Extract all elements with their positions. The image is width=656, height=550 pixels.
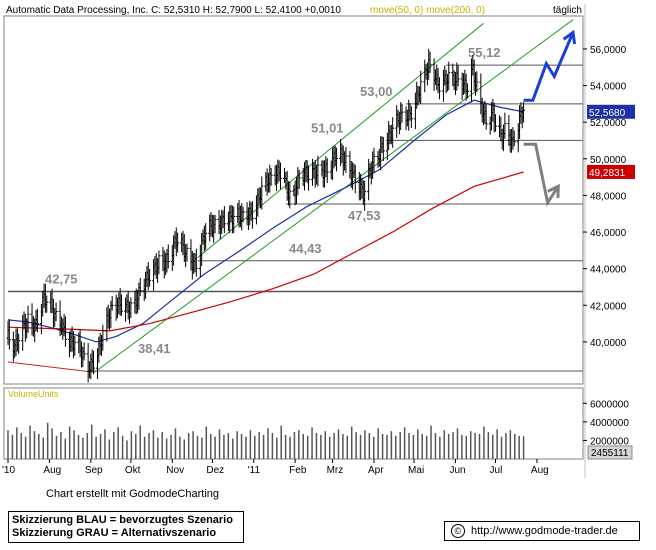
price-tick-label: 50,0000 bbox=[590, 155, 627, 166]
interval-label: täglich bbox=[553, 5, 582, 16]
volume-panel bbox=[3, 387, 584, 460]
time-tick-label: Jul bbox=[490, 465, 503, 476]
volume-last-text: 2455111 bbox=[591, 448, 629, 459]
volume-tick-label: 2000000 bbox=[590, 436, 629, 447]
price-tick-label: 52,0000 bbox=[590, 118, 627, 129]
legend-grey-line: Skizzierung GRAU = Alternativszenario bbox=[12, 527, 217, 539]
price-panel bbox=[3, 15, 584, 385]
scenario-path bbox=[523, 142, 560, 207]
time-tick-label: '11 bbox=[248, 465, 261, 476]
chart-title-quote: Automatic Data Processing, Inc. C: 52,53… bbox=[6, 5, 341, 16]
time-tick-label: Sep bbox=[85, 465, 103, 476]
price-tick-label: 48,0000 bbox=[590, 191, 627, 202]
time-tick-label: Okt bbox=[125, 465, 141, 476]
price-label-text: 49,2831 bbox=[589, 168, 626, 179]
trend-channel-lower bbox=[93, 19, 574, 374]
ma-legend-label: move(50, 0) move(200, 0) bbox=[370, 5, 485, 16]
level-label: 51,01 bbox=[311, 120, 344, 135]
price-tick-label: 44,0000 bbox=[590, 265, 627, 276]
scenario-legend: Skizzierung BLAU = bevorzugtes Szenario … bbox=[8, 511, 244, 543]
volume-last-box bbox=[587, 445, 633, 460]
moving-average-line bbox=[7, 99, 524, 343]
website-link[interactable]: © http://www.godmode-trader.de bbox=[444, 521, 640, 541]
price-label-text: 52,5680 bbox=[589, 108, 626, 119]
level-label: 55,12 bbox=[468, 45, 501, 60]
price-label-box bbox=[587, 164, 635, 179]
scenario-arrowhead bbox=[547, 183, 560, 198]
volume-label: VolumeUnits bbox=[8, 389, 59, 399]
level-label: 38,41 bbox=[138, 341, 171, 356]
chart-svg: Automatic Data Processing, Inc. C: 52,53… bbox=[2, 4, 635, 478]
scenario-arrowhead bbox=[562, 29, 577, 45]
scenario-path bbox=[523, 31, 575, 102]
time-tick-label: Mrz bbox=[327, 465, 344, 476]
level-label: 53,00 bbox=[360, 84, 393, 99]
price-tick-label: 46,0000 bbox=[590, 228, 627, 239]
price-tick-label: 42,0000 bbox=[590, 301, 627, 312]
level-label: 47,53 bbox=[348, 208, 381, 223]
legend-blue-line: Skizzierung BLAU = bevorzugtes Szenario bbox=[12, 514, 233, 526]
level-label: 42,75 bbox=[45, 272, 78, 287]
time-tick-label: Mai bbox=[408, 465, 424, 476]
volume-tick-label: 6000000 bbox=[590, 399, 629, 410]
price-tick-label: 54,0000 bbox=[590, 82, 627, 93]
time-tick-label: Aug bbox=[43, 465, 61, 476]
time-tick-label: Aug bbox=[531, 465, 549, 476]
downtrend-line bbox=[7, 361, 94, 373]
price-tick-label: 40,0000 bbox=[590, 338, 627, 349]
chart-credit: Chart erstellt mit GodmodeCharting bbox=[46, 488, 220, 500]
time-tick-label: Dez bbox=[206, 465, 224, 476]
time-tick-label: Apr bbox=[368, 465, 384, 476]
copyright-icon: © bbox=[451, 524, 465, 539]
price-tick-label: 56,0000 bbox=[590, 45, 627, 56]
volume-tick-label: 4000000 bbox=[590, 418, 629, 429]
time-tick-label: Nov bbox=[166, 465, 184, 476]
price-label-box bbox=[587, 104, 635, 119]
time-tick-label: Jun bbox=[449, 465, 465, 476]
website-url[interactable]: http://www.godmode-trader.de bbox=[471, 525, 618, 537]
time-tick-label: '10 bbox=[2, 465, 15, 476]
time-tick-label: Feb bbox=[289, 465, 307, 476]
moving-average-line bbox=[7, 171, 524, 332]
level-label: 44,43 bbox=[289, 241, 322, 256]
